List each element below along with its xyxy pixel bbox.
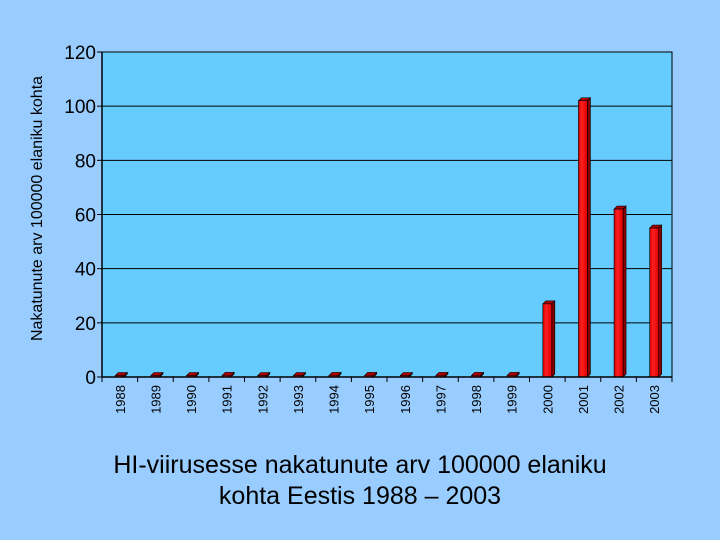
bar-1996 xyxy=(399,371,414,378)
bar-2003 xyxy=(648,224,663,378)
x-tick-label-1988: 1988 xyxy=(113,385,128,414)
x-tick-label-1989: 1989 xyxy=(148,385,163,414)
x-tick-label-1995: 1995 xyxy=(362,385,377,414)
bar-1997 xyxy=(435,371,449,378)
y-tick-label: 80 xyxy=(75,151,96,172)
x-tick-label-1997: 1997 xyxy=(433,385,448,414)
bar-1995 xyxy=(363,371,378,378)
x-tick-label-1993: 1993 xyxy=(291,385,306,414)
bar-1991 xyxy=(221,371,235,378)
x-tick-label-1991: 1991 xyxy=(220,385,235,414)
x-tick-label-1990: 1990 xyxy=(184,385,199,414)
x-tick-label-1994: 1994 xyxy=(327,385,342,414)
bar-1994 xyxy=(328,371,342,378)
y-tick-label: 60 xyxy=(75,206,96,227)
x-tick-label-2001: 2001 xyxy=(576,385,591,414)
x-tick-label-2000: 2000 xyxy=(540,385,555,414)
caption-line-1: HI-viirusesse nakatunute arv 100000 elan… xyxy=(113,451,607,479)
chart-caption: HI-viirusesse nakatunute arv 100000 elan… xyxy=(0,450,720,512)
x-tick-label-2003: 2003 xyxy=(647,385,662,414)
x-tick-label-2002: 2002 xyxy=(612,385,627,414)
bar-2000 xyxy=(542,300,556,378)
x-tick-label-1999: 1999 xyxy=(505,385,520,414)
caption-line-2: kohta Eestis 1988 – 2003 xyxy=(218,482,502,510)
x-tick-label-1998: 1998 xyxy=(469,385,484,414)
bar-1998 xyxy=(470,371,485,378)
x-tick-label-1992: 1992 xyxy=(255,385,270,414)
y-tick-label: 20 xyxy=(75,314,96,335)
y-axis-title: Nakatunute arv 100000 elaniku kohta xyxy=(29,76,46,341)
bar-1990 xyxy=(185,371,200,378)
y-tick-label: 40 xyxy=(75,260,96,281)
bar-2001 xyxy=(577,97,592,378)
y-tick-label: 0 xyxy=(85,368,96,389)
y-tick-label: 100 xyxy=(64,97,96,118)
bar-2002 xyxy=(613,205,627,378)
x-tick-label-1996: 1996 xyxy=(398,385,413,414)
y-tick-label: 120 xyxy=(64,43,96,64)
